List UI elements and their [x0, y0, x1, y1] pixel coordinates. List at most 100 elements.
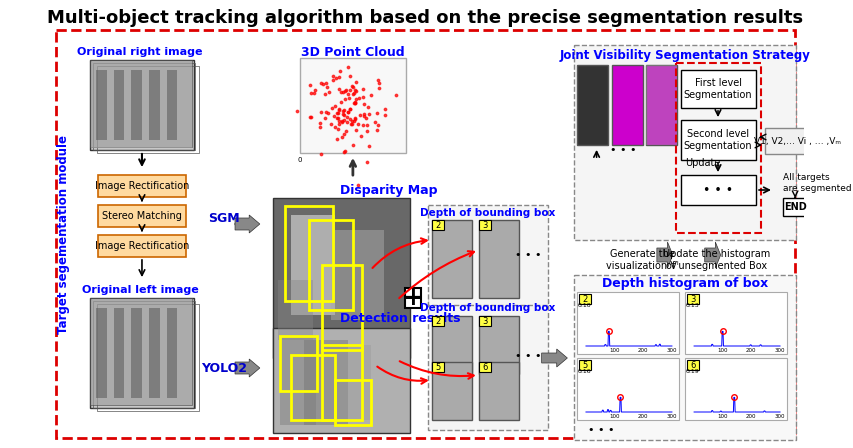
Text: Target segementation module: Target segementation module [56, 134, 69, 333]
Text: 0.13: 0.13 [685, 302, 699, 307]
Point [331, 125, 345, 133]
Polygon shape [541, 349, 566, 367]
Text: • • •: • • • [514, 250, 541, 260]
Point [343, 116, 357, 123]
Text: Generate the
visualization Vᴵ: Generate the visualization Vᴵ [606, 249, 678, 271]
Bar [90, 60, 191, 147]
Bar [577, 65, 607, 145]
Point [372, 85, 386, 92]
Point [357, 100, 371, 107]
Point [339, 114, 353, 121]
Bar [91, 62, 192, 148]
Point [371, 121, 385, 129]
Point [369, 109, 383, 116]
Point [360, 127, 374, 134]
Bar [646, 65, 676, 145]
Text: Original right image: Original right image [78, 47, 203, 57]
Bar [334, 380, 370, 425]
Bar [479, 316, 518, 374]
Point [340, 109, 354, 116]
Point [307, 89, 321, 96]
Point [348, 99, 362, 107]
Point [342, 105, 356, 112]
Point [290, 108, 304, 115]
Text: 5: 5 [435, 362, 440, 371]
Point [312, 124, 326, 131]
Point [316, 81, 329, 88]
Bar [782, 198, 807, 216]
Bar [479, 220, 490, 230]
Point [348, 95, 362, 103]
Bar [299, 58, 405, 153]
Bar [90, 298, 194, 408]
Point [343, 72, 357, 79]
Point [348, 87, 362, 95]
Point [360, 159, 374, 166]
Point [340, 64, 354, 71]
Text: Disparity Map: Disparity Map [339, 184, 437, 197]
Text: 200: 200 [637, 414, 647, 418]
Bar [684, 292, 786, 354]
Point [357, 93, 370, 100]
Point [348, 115, 362, 122]
Point [353, 111, 367, 118]
Text: Image Rectification: Image Rectification [95, 241, 189, 251]
Point [337, 148, 351, 155]
Text: 300: 300 [774, 348, 785, 353]
Text: • • •: • • • [587, 425, 613, 435]
Text: 100: 100 [717, 348, 727, 353]
Point [328, 74, 342, 81]
Text: 3: 3 [690, 294, 695, 303]
Bar [322, 265, 362, 350]
Bar [131, 308, 142, 398]
Point [344, 120, 357, 127]
Bar [96, 66, 199, 153]
Point [363, 91, 377, 99]
Point [318, 108, 332, 115]
Point [368, 119, 381, 126]
Point [304, 90, 317, 97]
Point [370, 126, 384, 133]
Point [337, 116, 351, 123]
Text: 300: 300 [774, 414, 785, 418]
Bar [113, 308, 124, 398]
Bar [93, 63, 194, 150]
Text: 2: 2 [582, 294, 587, 303]
Point [335, 117, 349, 125]
Point [332, 107, 345, 114]
Text: 2: 2 [435, 316, 440, 326]
Point [337, 112, 351, 119]
Bar [322, 345, 362, 420]
Point [345, 120, 358, 127]
Point [330, 135, 344, 142]
Point [317, 90, 331, 97]
Text: 200: 200 [637, 348, 647, 353]
Text: All targets
are segmented: All targets are segmented [782, 173, 850, 193]
Bar [432, 362, 471, 420]
Text: Stereo Matching: Stereo Matching [102, 211, 182, 221]
Point [303, 82, 316, 89]
Point [378, 106, 392, 113]
Point [337, 130, 351, 138]
Text: 100: 100 [717, 414, 727, 418]
Bar [273, 328, 410, 433]
Point [377, 112, 391, 119]
Bar [432, 316, 471, 374]
Point [314, 151, 328, 158]
Text: Joint Visibility Segmentation Strategy: Joint Visibility Segmentation Strategy [559, 48, 809, 61]
Bar [291, 355, 334, 420]
Point [321, 109, 334, 116]
Point [322, 89, 335, 96]
Point [326, 77, 339, 84]
Point [323, 121, 337, 128]
Point [332, 73, 345, 81]
Bar [339, 345, 370, 420]
Bar [97, 235, 186, 257]
Point [332, 106, 345, 113]
Point [357, 110, 371, 117]
Bar [149, 308, 160, 398]
Point [313, 120, 327, 127]
Text: Depth histogram of box: Depth histogram of box [601, 276, 768, 289]
Bar [308, 220, 352, 310]
Point [346, 83, 360, 90]
